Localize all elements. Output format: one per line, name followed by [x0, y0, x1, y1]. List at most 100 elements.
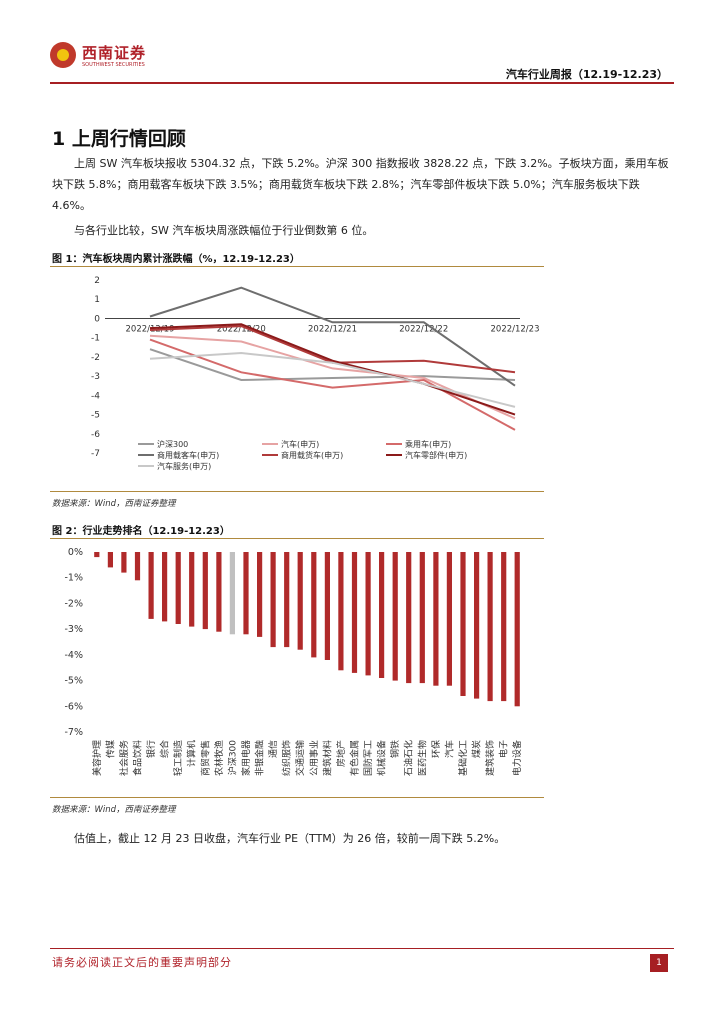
bar [189, 552, 195, 627]
y-tick-label: 0 [94, 314, 100, 324]
paragraph-valuation: 估值上，截止 12 月 23 日收盘，汽车行业 PE（TTM）为 26 倍，较前… [74, 832, 506, 845]
paragraph-ranking: 与各行业比较，SW 汽车板块周涨跌幅位于行业倒数第 6 位。 [74, 224, 374, 237]
bar [257, 552, 263, 637]
legend-label: 汽车(申万) [281, 439, 319, 449]
bar [107, 552, 113, 568]
bar [501, 552, 507, 702]
paragraph-summary: 上周 SW 汽车板块报收 5304.32 点，下跌 5.2%。沪深 300 指数… [52, 157, 669, 212]
series-line [149, 338, 516, 431]
series-line [149, 348, 516, 382]
bar [351, 552, 358, 673]
x-tick-label: 2022/12/21 [308, 324, 357, 334]
x-tick-label: 沪深300 [226, 740, 238, 775]
bar [406, 552, 412, 684]
bar [474, 552, 480, 699]
x-tick-label: 非银金融 [254, 740, 266, 776]
footer-divider [50, 948, 674, 949]
x-tick-label: 2022/12/22 [399, 324, 448, 334]
bar [487, 552, 493, 702]
legend-label: 汽车零部件(申万) [405, 450, 467, 460]
bar [134, 552, 141, 581]
bar [446, 552, 452, 686]
bar [514, 552, 520, 707]
bar [270, 552, 276, 648]
bar [324, 552, 330, 660]
bar [433, 552, 439, 686]
y-tick-label: -2% [65, 598, 84, 609]
figure2-source: 数据来源：Wind，西南证券整理 [52, 805, 176, 815]
company-logo: 西南证券 SOUTHWEST SECURITIES [50, 40, 170, 76]
bar [243, 552, 249, 635]
x-tick-label: 公用事业 [308, 740, 320, 776]
y-tick-label: -3% [65, 624, 84, 635]
bar [229, 552, 235, 635]
y-tick-label: 0% [68, 547, 83, 558]
bar [338, 552, 344, 671]
y-tick-label: -2 [91, 353, 100, 363]
x-tick-label: 农林牧渔 [213, 740, 225, 776]
bar [379, 552, 385, 678]
x-tick-label: 美容护理 [91, 740, 103, 776]
x-tick-label: 2022/12/23 [491, 324, 540, 334]
figure2-title: 图 2：行业走势排名（12.19-12.23） [52, 526, 230, 537]
x-tick-label: 煤炭 [471, 740, 483, 758]
x-tick-label: 医药生物 [416, 740, 428, 776]
bar [175, 552, 181, 624]
bar [202, 552, 208, 630]
x-tick-label: 机械设备 [376, 740, 388, 776]
y-tick-label: -1 [91, 334, 100, 344]
y-tick-label: -5 [91, 411, 100, 421]
y-tick-label: -3 [91, 372, 100, 382]
figure1-top-rule [50, 266, 544, 267]
x-tick-label: 商贸零售 [199, 740, 211, 776]
y-tick-label: -6 [91, 430, 100, 440]
bar [460, 552, 466, 696]
x-tick-label: 食品饮料 [132, 740, 144, 776]
figure2-bottom-rule [50, 797, 544, 798]
bar [162, 552, 168, 622]
x-tick-label: 传媒 [104, 740, 116, 758]
series-line [149, 286, 516, 387]
x-tick-label: 有色金属 [349, 740, 361, 776]
header-divider [50, 82, 674, 84]
bar [297, 552, 303, 650]
x-tick-label: 建筑材料 [321, 740, 333, 776]
x-tick-label: 房地产 [335, 740, 347, 767]
legend-label: 汽车服务(申万) [157, 461, 211, 471]
bar [311, 552, 317, 658]
section-heading: 1 上周行情回顾 [52, 128, 186, 150]
x-tick-label: 2022/12/20 [217, 324, 266, 334]
legend-label: 沪深300 [157, 439, 188, 449]
y-tick-label: 1 [94, 295, 100, 305]
bar [392, 552, 398, 681]
bar [94, 552, 100, 558]
legend-label: 乘用车(申万) [405, 439, 451, 449]
x-tick-label: 石油石化 [403, 740, 415, 776]
logo-text-cn: 西南证券 [82, 44, 147, 62]
page-number: 1 [650, 954, 668, 972]
x-tick-label: 建筑装饰 [484, 740, 496, 776]
x-tick-label: 汽车 [443, 740, 455, 758]
bar [419, 552, 425, 684]
figure1-bottom-rule [50, 491, 544, 492]
x-tick-label: 家用电器 [240, 740, 252, 776]
figure1-source: 数据来源：Wind，西南证券整理 [52, 499, 176, 509]
x-tick-label: 综合 [159, 740, 171, 758]
x-tick-label: 基础化工 [457, 740, 469, 776]
footer-disclaimer: 请务必阅读正文后的重要声明部分 [52, 956, 232, 969]
bar [148, 552, 154, 619]
x-tick-label: 纺织服饰 [281, 740, 293, 776]
bar [216, 552, 222, 632]
x-tick-label: 环保 [430, 740, 442, 758]
figure1-title: 图 1：汽车板块周内累计涨跌幅（%，12.19-12.23） [52, 254, 300, 265]
x-tick-label: 银行 [145, 740, 157, 758]
legend-label: 商用载货车(申万) [281, 450, 343, 460]
y-tick-label: -7 [91, 449, 100, 459]
x-tick-label: 轻工制造 [172, 740, 184, 776]
y-tick-label: -5% [65, 676, 84, 687]
x-tick-label: 交通运输 [294, 740, 306, 776]
y-tick-label: -1% [65, 573, 84, 584]
x-tick-label: 电子 [498, 740, 510, 758]
series-line [149, 351, 516, 408]
y-tick-label: -6% [65, 701, 84, 712]
